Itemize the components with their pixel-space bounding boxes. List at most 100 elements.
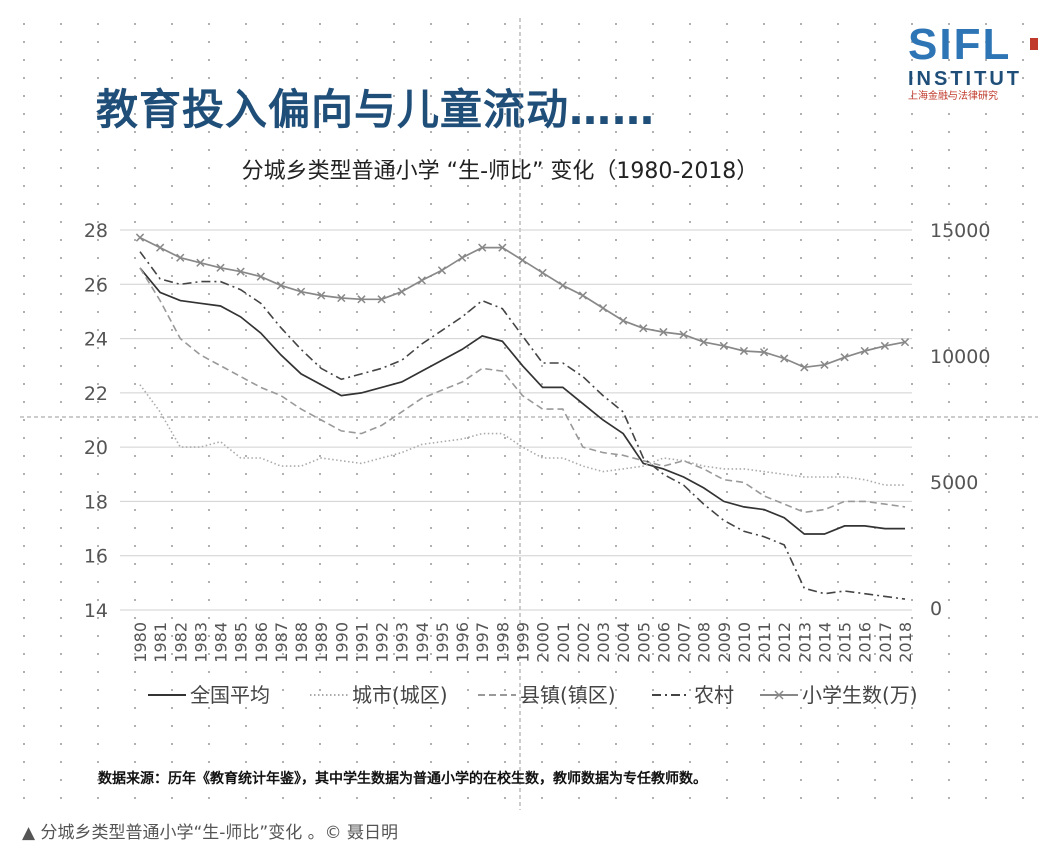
background-dot [282,77,284,79]
background-dot [282,617,284,619]
background-dot [578,671,580,673]
background-dot [208,347,210,349]
background-dot [911,563,913,565]
background-dot [393,167,395,169]
background-dot [23,581,25,583]
background-dot [541,635,543,637]
background-dot [615,599,617,601]
background-dot [23,689,25,691]
background-dot [1022,293,1024,295]
background-dot [1022,41,1024,43]
background-dot [578,599,580,601]
background-dot [356,221,358,223]
background-dot [541,149,543,151]
background-dot [97,293,99,295]
x-tick-label: 2017 [876,622,895,663]
background-dot [615,527,617,529]
background-dot [504,545,506,547]
background-dot [689,527,691,529]
background-dot [689,653,691,655]
background-dot [985,725,987,727]
background-dot [911,23,913,25]
background-dot [430,401,432,403]
background-dot [541,239,543,241]
background-dot [763,23,765,25]
background-dot [245,581,247,583]
x-tick-label: 2003 [594,622,613,663]
background-dot [504,653,506,655]
background-dot [319,545,321,547]
background-dot [874,203,876,205]
background-dot [689,437,691,439]
background-dot [208,545,210,547]
background-dot [948,401,950,403]
background-dot [726,653,728,655]
background-dot [171,545,173,547]
background-dot [541,185,543,187]
background-dot [837,491,839,493]
background-dot [615,581,617,583]
background-dot [689,347,691,349]
background-dot [689,743,691,745]
background-dot [837,221,839,223]
background-dot [245,509,247,511]
background-dot [134,275,136,277]
background-dot [874,599,876,601]
background-dot [97,311,99,313]
background-dot [911,167,913,169]
background-dot [837,239,839,241]
background-dot [171,491,173,493]
series-marker [276,281,286,290]
background-dot [615,77,617,79]
background-dot [726,23,728,25]
background-dot [689,95,691,97]
background-dot [430,41,432,43]
background-dot [393,617,395,619]
series-marker [176,253,185,262]
background-dot [652,599,654,601]
background-dot [134,401,136,403]
background-dot [578,347,580,349]
background-dot [504,95,506,97]
background-dot [97,41,99,43]
background-dot [837,509,839,511]
background-dot [60,455,62,457]
background-dot [874,239,876,241]
background-dot [800,77,802,79]
background-dot [726,419,728,421]
background-dot [23,275,25,277]
background-dot [171,167,173,169]
background-dot [578,95,580,97]
background-dot [948,41,950,43]
background-dot [689,779,691,781]
background-dot [134,761,136,763]
background-dot [689,77,691,79]
background-dot [948,725,950,727]
background-dot [430,221,432,223]
background-dot [615,383,617,385]
background-dot [615,743,617,745]
dotted-background [23,23,1024,799]
background-dot [1022,617,1024,619]
background-dot [356,239,358,241]
background-dot [1022,59,1024,61]
background-dot [245,455,247,457]
background-dot [282,167,284,169]
background-dot [282,275,284,277]
background-dot [689,455,691,457]
background-dot [134,455,136,457]
background-dot [134,635,136,637]
background-dot [245,95,247,97]
x-tick-label: 1997 [473,622,492,663]
x-tick-label: 2006 [654,622,673,663]
background-dot [726,95,728,97]
background-dot [689,671,691,673]
background-dot [985,59,987,61]
background-dot [726,509,728,511]
series-marker [719,341,728,351]
background-dot [874,311,876,313]
background-dot [171,257,173,259]
background-dot [171,401,173,403]
background-dot [948,635,950,637]
x-tick-label: 2008 [695,622,714,663]
